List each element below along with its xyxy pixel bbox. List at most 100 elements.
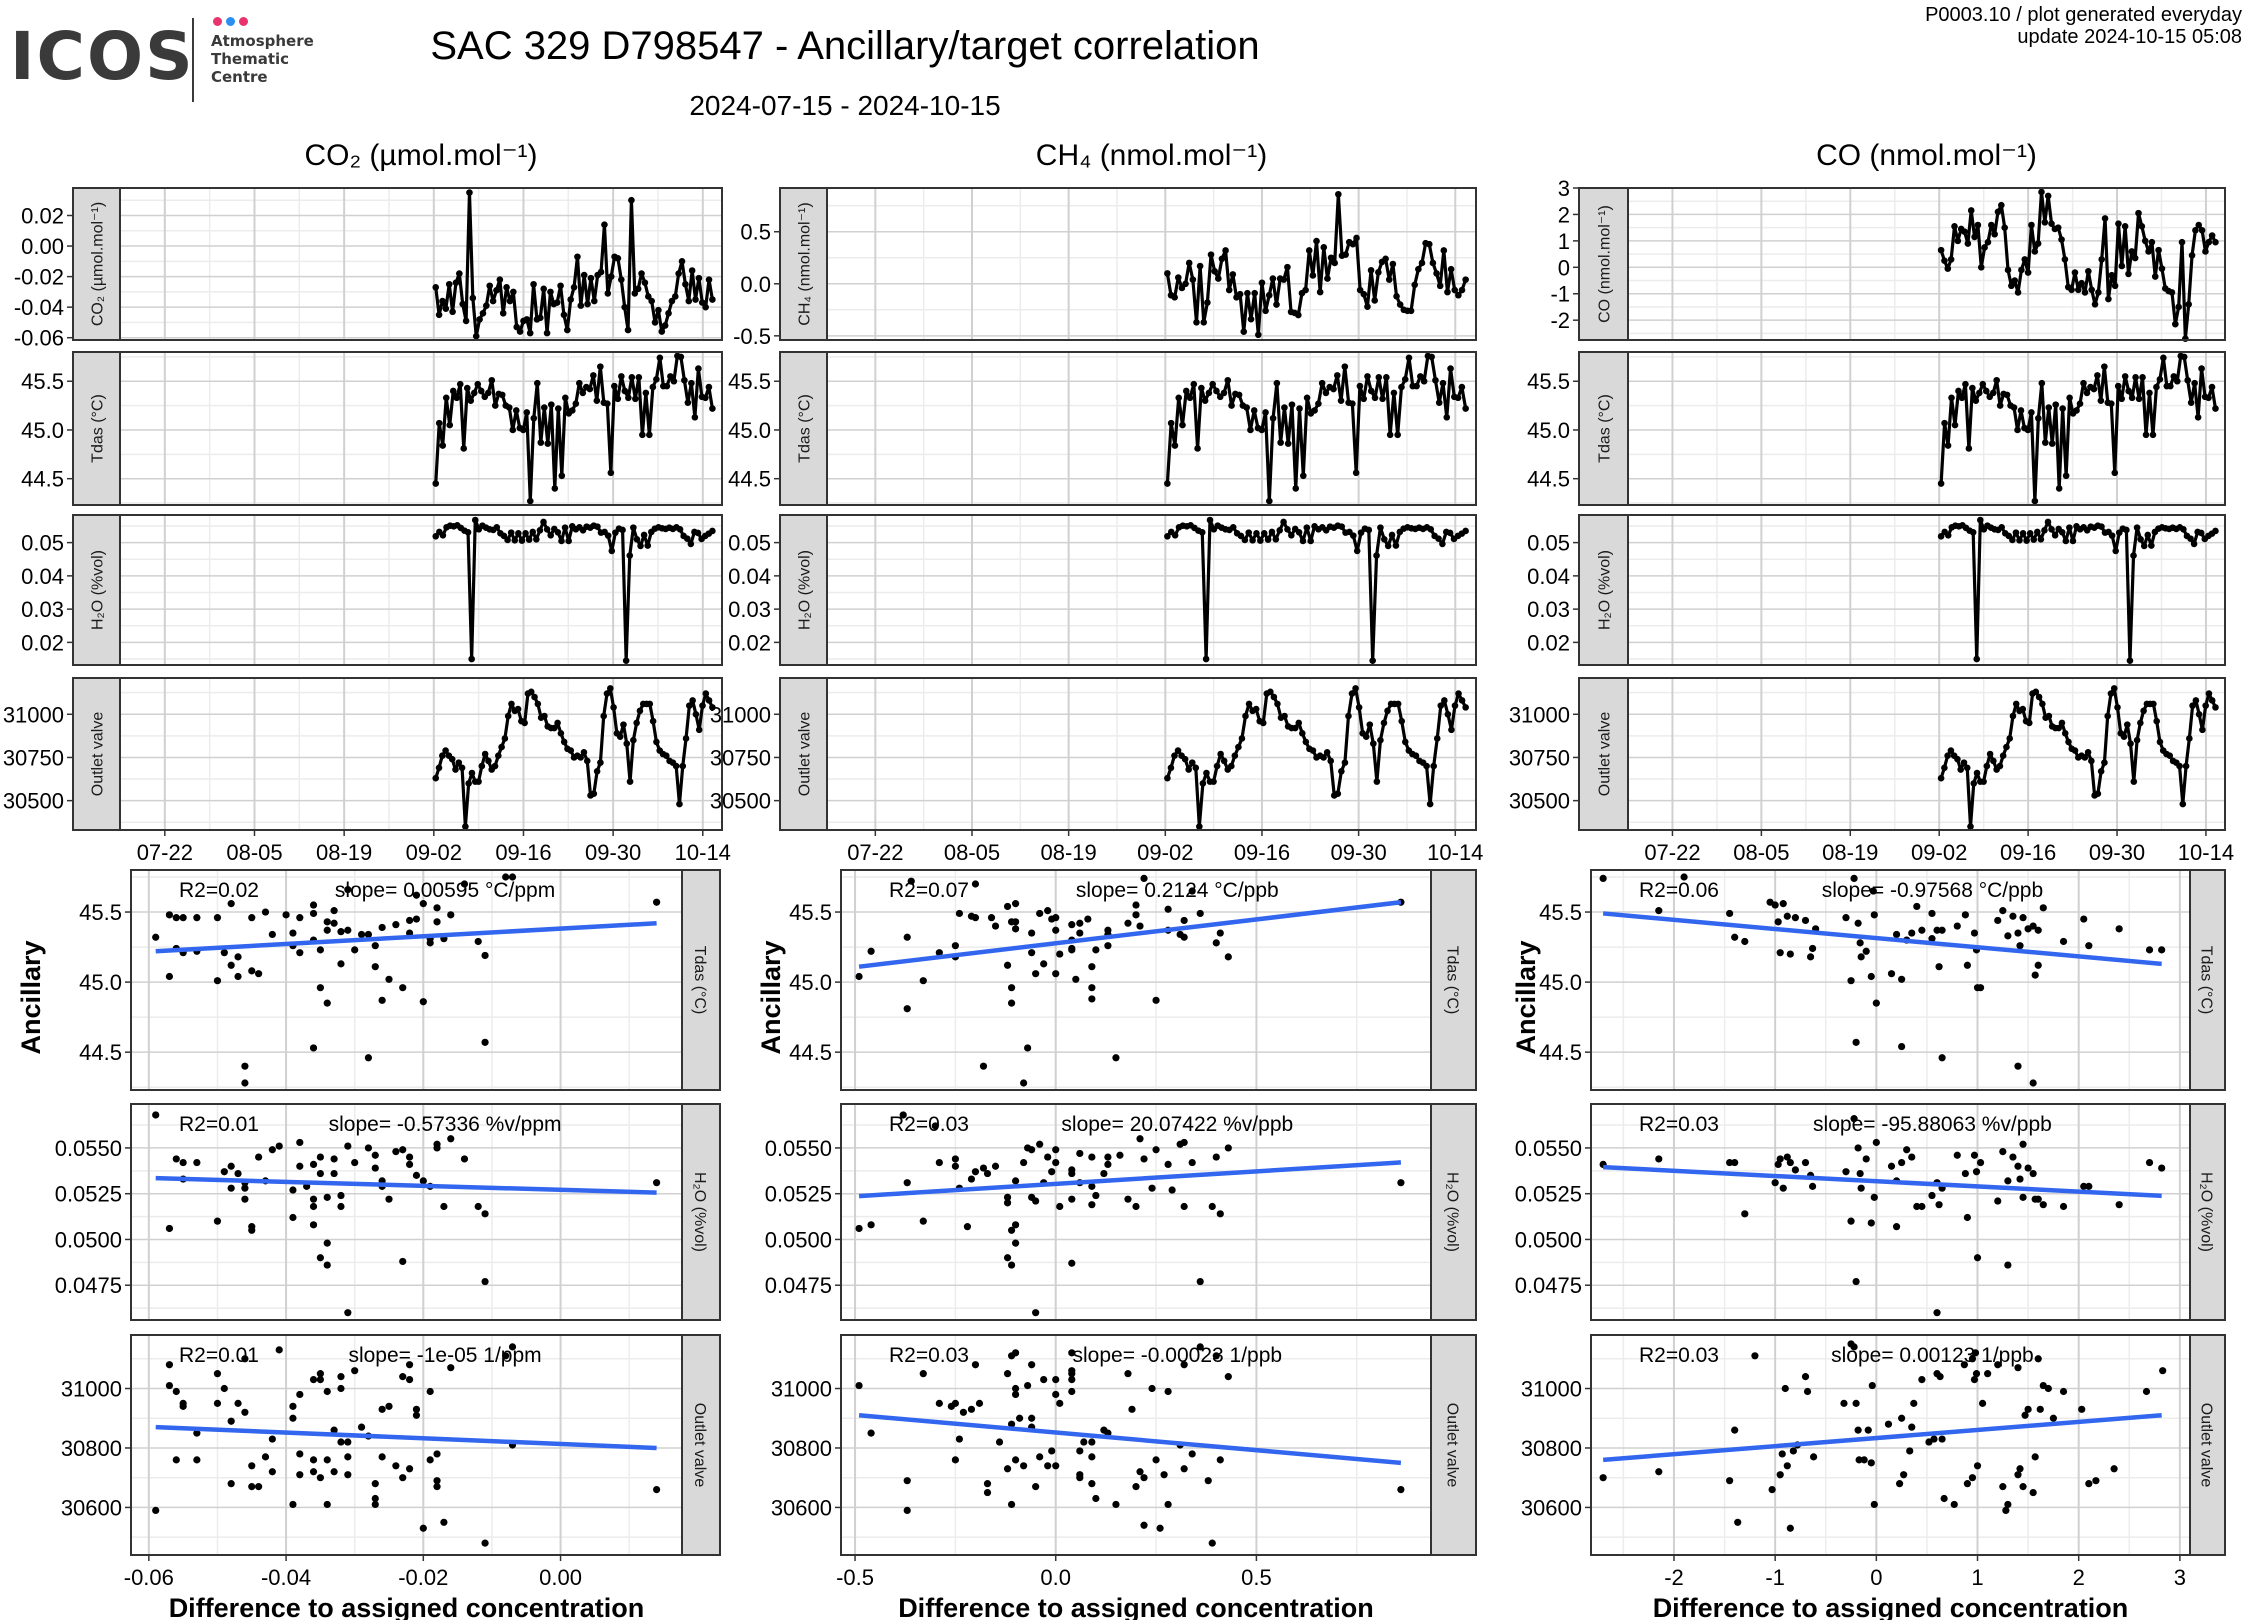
scatter-point — [971, 1168, 980, 1176]
strip-label: CH₄ (nmol.mol⁻¹) — [797, 202, 814, 325]
scatter-point — [967, 1175, 976, 1183]
strip-background — [1430, 869, 1477, 1091]
scatter-point — [337, 1191, 345, 1200]
scatter-point — [1972, 1370, 1981, 1378]
data-point — [1215, 275, 1222, 282]
strip-label: Tdas (°C) — [1597, 394, 1614, 463]
data-point — [533, 535, 540, 543]
data-point — [560, 311, 568, 319]
y-tick-label: 31000 — [61, 1377, 122, 1402]
data-point — [1937, 246, 1945, 254]
data-point — [2175, 303, 2182, 311]
data-point — [689, 697, 696, 704]
scatter-point — [959, 1408, 968, 1416]
scatter-point — [433, 1483, 441, 1491]
data-point — [702, 690, 710, 697]
strip-label: CO (nmol.mol⁻¹) — [1597, 205, 1614, 323]
data-point — [577, 302, 585, 309]
scatter-point — [1044, 1462, 1052, 1470]
data-point — [2025, 719, 2033, 727]
data-point — [558, 472, 566, 480]
data-point — [709, 527, 716, 535]
scatter-panel-co-row2 — [1585, 1334, 2226, 1561]
r2-annotation: R2=0.03 — [889, 1113, 969, 1136]
data-point — [634, 285, 642, 293]
data-point — [702, 394, 709, 402]
data-point — [2055, 724, 2062, 732]
scatter-point — [234, 1399, 242, 1407]
data-point — [2182, 762, 2190, 770]
scatter-point — [241, 1195, 249, 1203]
data-point — [1360, 290, 1368, 298]
scatter-point — [1208, 1539, 1216, 1547]
data-point — [705, 276, 713, 283]
data-point — [523, 316, 531, 323]
data-point — [551, 724, 558, 732]
scatter-point — [1862, 947, 1870, 955]
data-point — [2038, 188, 2045, 196]
data-point — [2179, 800, 2187, 808]
scatter-point — [2019, 1140, 2027, 1148]
scatter-point — [1887, 1162, 1896, 1170]
data-point — [531, 693, 538, 701]
scatter-point — [1960, 1361, 1968, 1369]
scatter-point — [1867, 1459, 1875, 1467]
data-point — [1954, 755, 1961, 763]
data-point — [2153, 717, 2160, 725]
scatter-point — [241, 1062, 249, 1070]
data-point — [442, 747, 449, 754]
data-point — [1316, 288, 1324, 296]
data-point — [584, 300, 591, 308]
data-point — [1411, 281, 1419, 289]
data-point — [1413, 382, 1420, 390]
data-point — [1309, 272, 1317, 279]
scatter-point — [2034, 926, 2042, 934]
r2-annotation: R2=0.07 — [889, 879, 969, 902]
data-point — [1198, 384, 1205, 392]
data-point — [1349, 400, 1356, 407]
scatter-point — [344, 1142, 352, 1150]
scatter-point — [309, 1221, 318, 1229]
data-point — [472, 332, 480, 340]
scatter-point — [152, 1111, 160, 1119]
x-tick-label: 09-30 — [585, 840, 641, 865]
data-point — [516, 328, 524, 335]
data-point — [2094, 372, 2101, 379]
data-point — [1245, 529, 1253, 536]
data-point — [709, 704, 716, 711]
scatter-point — [309, 1044, 318, 1052]
data-point — [1307, 537, 1315, 545]
data-point — [607, 469, 615, 477]
scatter-point — [1003, 961, 1012, 969]
data-point — [2073, 407, 2080, 414]
scatter-point — [2014, 929, 2022, 937]
data-point — [2021, 256, 2029, 263]
data-point — [1407, 307, 1415, 315]
data-point — [2135, 209, 2142, 217]
data-point — [485, 757, 492, 765]
data-point — [1388, 531, 1396, 539]
data-point — [2172, 320, 2179, 328]
data-point — [2149, 431, 2157, 439]
y-tick-label: 0.0475 — [55, 1273, 122, 1298]
data-point — [675, 270, 682, 277]
data-point — [1200, 319, 1208, 326]
data-point — [1262, 307, 1269, 315]
data-point — [544, 440, 552, 447]
scatter-point — [275, 1346, 283, 1354]
scatter-point — [1774, 918, 1782, 926]
data-point — [1299, 729, 1306, 737]
data-point — [2017, 407, 2025, 414]
scatter-point — [1935, 1201, 1943, 1209]
scatter-point — [392, 1462, 400, 1470]
scatter-point — [433, 904, 441, 912]
y-axis-title: Ancillary — [16, 940, 46, 1054]
timeseries-panel-co-row3 — [1573, 677, 2226, 836]
data-point — [631, 290, 639, 297]
data-point — [1269, 275, 1277, 282]
scatter-point — [1933, 1309, 1941, 1317]
data-point — [2023, 537, 2030, 544]
data-point — [1268, 528, 1276, 536]
data-point — [562, 394, 569, 402]
scatter-point — [2115, 1201, 2123, 1209]
